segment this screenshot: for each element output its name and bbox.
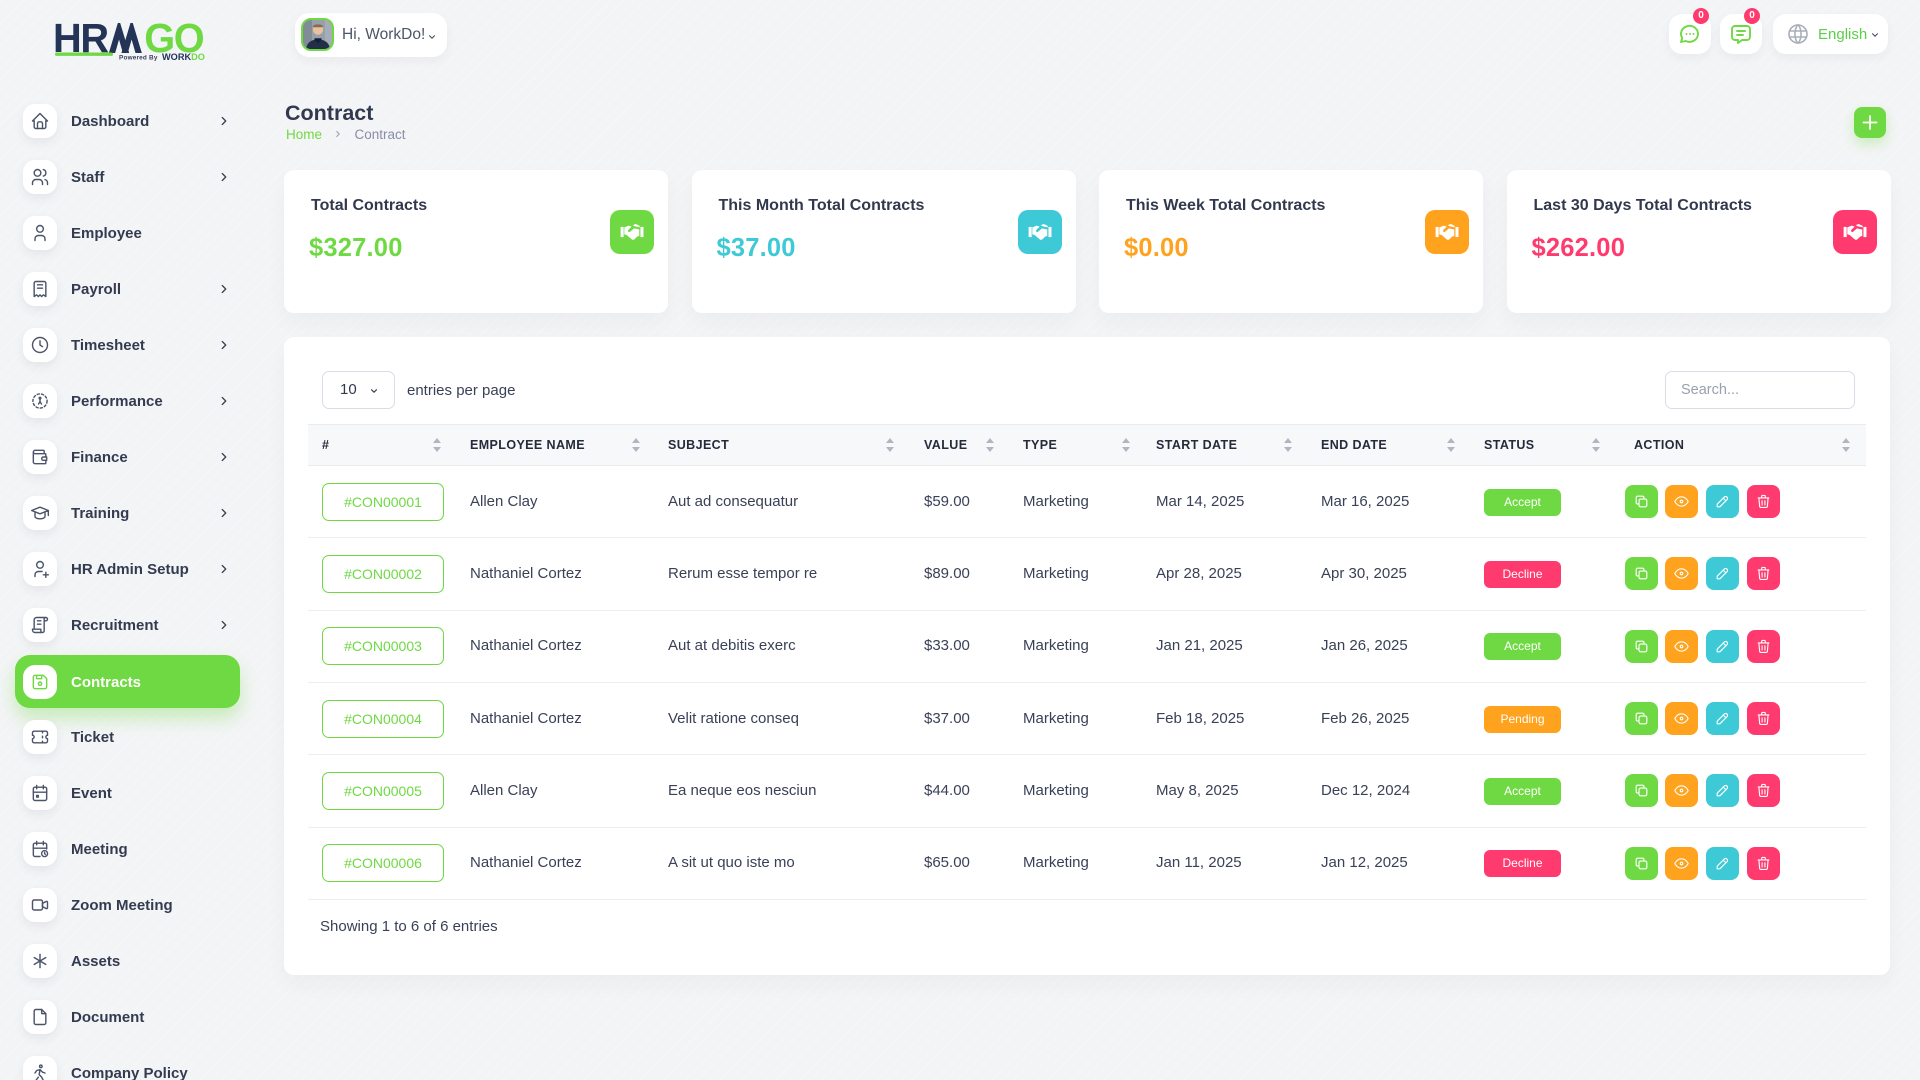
svg-text:Powered By: Powered By	[119, 55, 158, 62]
svg-text:GO: GO	[144, 16, 203, 61]
svg-text:WORKDO: WORKDO	[162, 52, 205, 62]
